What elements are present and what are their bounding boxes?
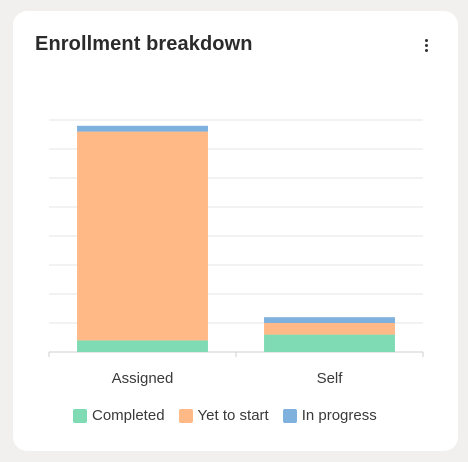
x-tick-label: Assigned [112, 370, 174, 387]
x-tick-label: Self [317, 370, 344, 387]
more-vertical-icon-dot [425, 49, 428, 52]
legend-label-completed: Completed [92, 407, 165, 424]
legend-item-in-progress[interactable]: In progress [282, 407, 377, 424]
legend-label-in-progress: In progress [301, 407, 377, 424]
legend-item-yet-to-start[interactable]: Yet to start [178, 407, 269, 424]
more-options-button[interactable] [418, 38, 434, 54]
legend-swatch-in-progress [282, 408, 297, 423]
enrollment-chart: Assigned Self [48, 119, 424, 387]
bar-segment-assigned-completed[interactable] [77, 340, 208, 352]
bar-segment-assigned-yet-to-start[interactable] [77, 131, 208, 341]
enrollment-card: Enrollment breakdown Assigned Self Comple… [13, 11, 458, 451]
more-vertical-icon [425, 39, 428, 42]
legend-label-yet-to-start: Yet to start [197, 407, 269, 424]
card-title: Enrollment breakdown [35, 33, 253, 55]
legend-item-completed[interactable]: Completed [73, 407, 165, 424]
bar-segment-self-completed[interactable] [264, 334, 395, 352]
bar-segment-self-in-progress[interactable] [264, 317, 395, 323]
legend-swatch-completed [73, 408, 87, 423]
chart-legend: Completed Yet to start In progress [73, 407, 377, 424]
legend-swatch-yet-to-start [178, 408, 193, 423]
bar-segment-self-yet-to-start[interactable] [264, 323, 395, 335]
bar-segment-assigned-in-progress[interactable] [77, 125, 208, 132]
more-vertical-icon-dot [425, 44, 428, 47]
